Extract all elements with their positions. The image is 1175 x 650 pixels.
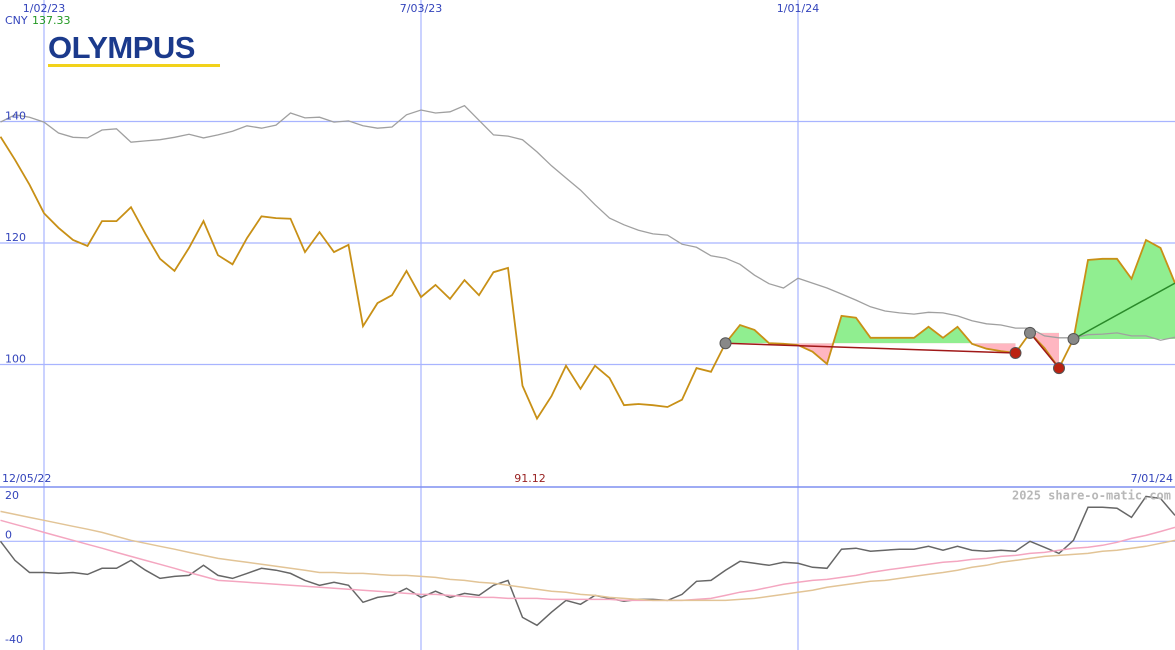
- pivot-high: [719, 337, 732, 350]
- low-annotation: 91.12: [514, 472, 546, 485]
- currency: CNY: [5, 14, 28, 27]
- y-tick-label: 0: [5, 528, 12, 541]
- x-tick-label: 1/01/24: [777, 2, 819, 15]
- x-tick-label: 7/01/24: [1131, 472, 1173, 485]
- watermark: 2025 share-o-matic.com: [1012, 489, 1171, 503]
- marks: [0, 104, 1175, 627]
- y-tick-label: 20: [5, 489, 19, 502]
- pivot-high: [1067, 332, 1080, 345]
- trend-line: [1029, 332, 1060, 369]
- y-tick-label: 120: [5, 231, 26, 244]
- pivot-high: [1024, 326, 1036, 339]
- y-tick-label: 100: [5, 353, 26, 366]
- x-tick-label: 1/02/23: [23, 2, 65, 15]
- y-tick-label: -40: [5, 633, 23, 646]
- x-tick-label: 7/03/23: [400, 2, 442, 15]
- pivot-low: [1009, 346, 1022, 359]
- gain-area: [1073, 239, 1175, 339]
- x-tick-label: 12/05/22: [2, 472, 51, 485]
- y-tick-label: 140: [5, 110, 26, 123]
- price-line: [0, 136, 1175, 421]
- logo-underline: [48, 64, 220, 67]
- gain-area: [725, 315, 1016, 344]
- loss-area: [725, 343, 1016, 364]
- indicator-line: [0, 510, 1175, 602]
- pivot-low: [1053, 362, 1065, 375]
- loss-area: [1030, 332, 1059, 369]
- indicator-line: [0, 519, 1175, 602]
- trend-line: [1073, 282, 1175, 340]
- indicator-line: [0, 495, 1175, 627]
- logo: OLYMPUS: [48, 30, 195, 65]
- average-line: [0, 104, 1175, 341]
- trend-line: [725, 342, 1016, 354]
- price: 137.33: [32, 14, 71, 27]
